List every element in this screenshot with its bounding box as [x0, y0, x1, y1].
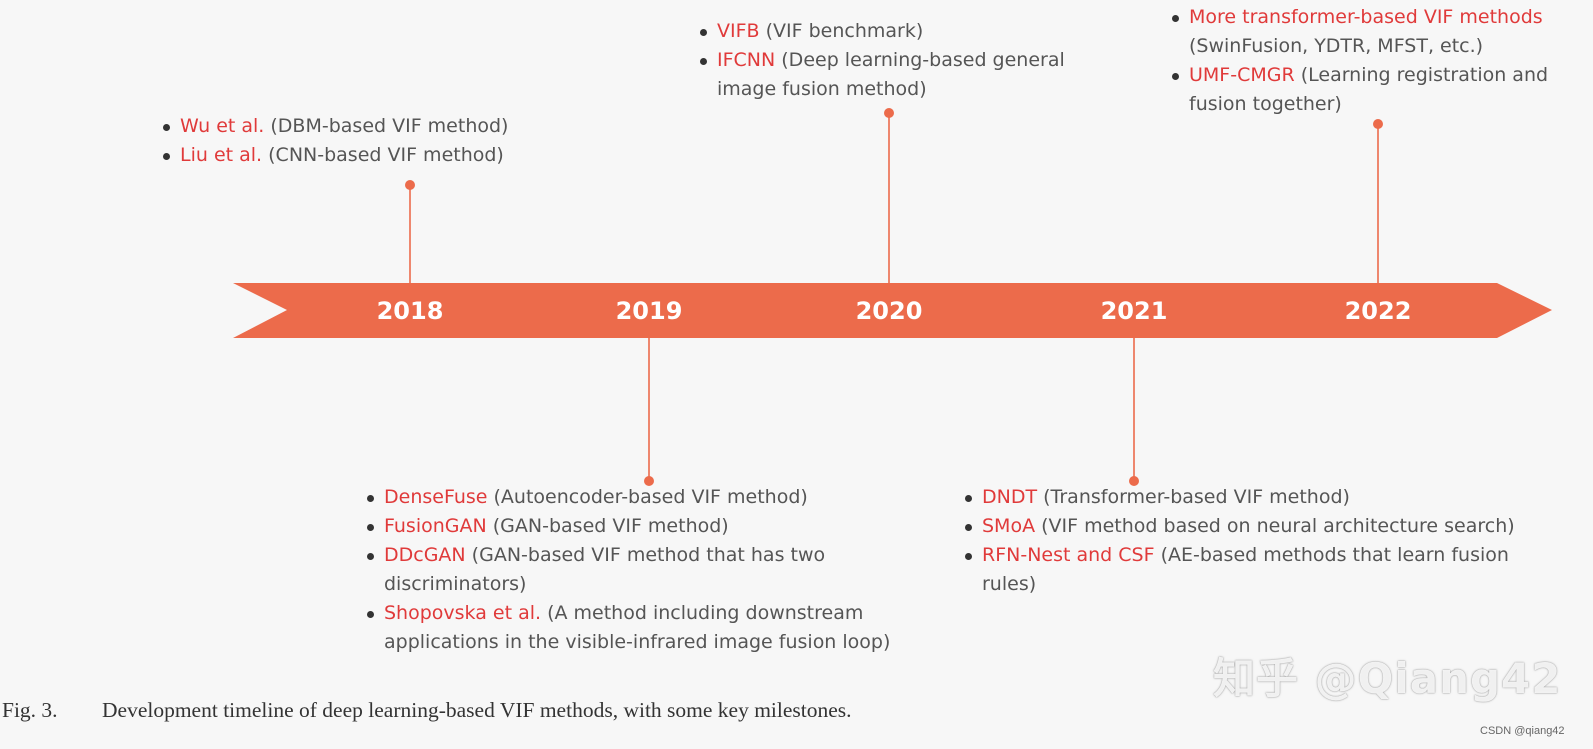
- method-description: (AE-based methods that learn fusion rule…: [982, 544, 1509, 595]
- method-description: (Transformer-based VIF method): [1037, 486, 1350, 508]
- milestone-item: More transformer-based VIF methods (Swin…: [1171, 3, 1591, 61]
- milestone-item: Shopovska et al. (A method including dow…: [366, 599, 926, 657]
- connector-dot-2020: [884, 108, 894, 118]
- caption-text: Development timeline of deep learning-ba…: [102, 698, 852, 722]
- connector-dot-2022: [1373, 119, 1383, 129]
- method-description: (Autoencoder-based VIF method): [487, 486, 808, 508]
- milestone-item: VIFB (VIF benchmark): [699, 17, 1119, 46]
- milestone-item: SMoA (VIF method based on neural archite…: [964, 512, 1524, 541]
- method-description: (GAN-based VIF method): [486, 515, 729, 537]
- method-description: (Deep learning-based general image fusio…: [717, 49, 1065, 100]
- method-name: RFN-Nest and CSF: [982, 544, 1155, 566]
- milestone-group-2021: DNDT (Transformer-based VIF method) SMoA …: [964, 483, 1524, 599]
- milestone-item: UMF-CMGR (Learning registration and fusi…: [1171, 61, 1591, 119]
- year-label-2022: 2022: [1345, 297, 1412, 325]
- timeline-arrow: [233, 283, 1552, 338]
- method-name: DDcGAN: [384, 544, 466, 566]
- method-description: (A method including downstream applicati…: [384, 602, 891, 653]
- connector-dot-2018: [405, 180, 415, 190]
- year-label-2021: 2021: [1101, 297, 1168, 325]
- year-label-2020: 2020: [856, 297, 923, 325]
- method-name: More transformer-based VIF methods: [1189, 6, 1543, 28]
- milestone-item: FusionGAN (GAN-based VIF method): [366, 512, 926, 541]
- method-name: Shopovska et al.: [384, 602, 542, 624]
- method-name: IFCNN: [717, 49, 776, 71]
- year-label-2019: 2019: [616, 297, 683, 325]
- milestone-item: DDcGAN (GAN-based VIF method that has tw…: [366, 541, 926, 599]
- connectors: [405, 108, 1383, 486]
- method-description: (Learning registration and fusion togeth…: [1189, 64, 1549, 115]
- method-description: (DBM-based VIF method): [264, 115, 509, 137]
- milestone-item: Wu et al. (DBM-based VIF method): [162, 112, 582, 141]
- connector-dot-2019: [644, 476, 654, 486]
- method-name: VIFB: [717, 20, 760, 42]
- method-name: Wu et al.: [180, 115, 265, 137]
- milestone-group-2019: DenseFuse (Autoencoder-based VIF method)…: [366, 483, 926, 657]
- milestone-item: Liu et al. (CNN-based VIF method): [162, 141, 582, 170]
- method-name: DNDT: [982, 486, 1038, 508]
- method-name: SMoA: [982, 515, 1036, 537]
- milestone-group-2020: VIFB (VIF benchmark) IFCNN (Deep learning…: [699, 17, 1119, 104]
- milestone-item: DNDT (Transformer-based VIF method): [964, 483, 1524, 512]
- method-name: DenseFuse: [384, 486, 488, 508]
- milestone-item: IFCNN (Deep learning-based general image…: [699, 46, 1119, 104]
- credit-text: CSDN @qiang42: [1480, 725, 1565, 737]
- method-name: Liu et al.: [180, 144, 263, 166]
- method-description: (GAN-based VIF method that has two discr…: [384, 544, 826, 595]
- method-description: (VIF method based on neural architecture…: [1035, 515, 1515, 537]
- method-name: UMF-CMGR: [1189, 64, 1295, 86]
- milestone-group-2022: More transformer-based VIF methods (Swin…: [1171, 3, 1591, 119]
- caption-number: Fig. 3.: [2, 698, 58, 722]
- method-name: FusionGAN: [384, 515, 487, 537]
- year-labels: 2018 2019 2020 2021 2022: [377, 297, 1412, 325]
- watermark: 知乎 @Qiang42: [1213, 654, 1562, 703]
- milestone-item: RFN-Nest and CSF (AE-based methods that …: [964, 541, 1524, 599]
- milestone-group-2018: Wu et al. (DBM-based VIF method) Liu et a…: [162, 112, 582, 170]
- milestone-item: DenseFuse (Autoencoder-based VIF method): [366, 483, 926, 512]
- method-description: (SwinFusion, YDTR, MFST, etc.): [1189, 35, 1484, 57]
- connector-dot-2021: [1129, 476, 1139, 486]
- method-description: (VIF benchmark): [759, 20, 924, 42]
- figure-caption: Fig. 3. Development timeline of deep lear…: [2, 698, 852, 723]
- method-description: (CNN-based VIF method): [262, 144, 504, 166]
- year-label-2018: 2018: [377, 297, 444, 325]
